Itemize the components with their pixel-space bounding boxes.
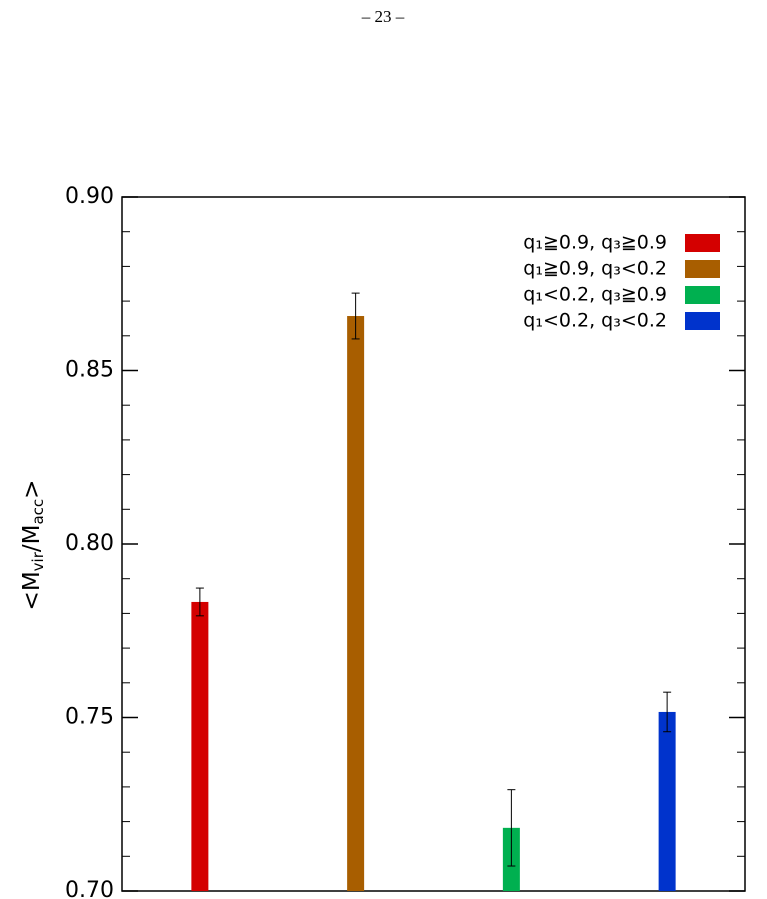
legend-label: q₁≧0.9, q₃<0.2 <box>523 258 667 280</box>
y-label-part: /M <box>19 525 45 553</box>
y-tick-label: 0.70 <box>65 878 114 899</box>
legend-swatch <box>685 260 720 278</box>
bar <box>658 711 676 891</box>
legend-label: q₁≧0.9, q₃≧0.9 <box>523 232 667 254</box>
legend-label: q₁<0.2, q₃<0.2 <box>523 310 667 332</box>
bar <box>347 316 365 891</box>
page-number: – 23 – <box>361 7 405 26</box>
legend-swatch <box>685 234 720 252</box>
y-label-sub: acc <box>29 499 47 525</box>
y-label-sub: vir <box>29 551 47 571</box>
legend-label: q₁<0.2, q₃≧0.9 <box>523 284 667 306</box>
y-tick-label: 0.85 <box>65 358 114 383</box>
y-label-part: <M <box>19 571 45 610</box>
bar <box>191 601 209 891</box>
y-label-part: > <box>19 480 45 499</box>
legend-swatch <box>685 312 720 330</box>
y-tick-label: 0.80 <box>65 531 114 556</box>
y-tick-label: 0.90 <box>65 184 114 209</box>
legend-swatch <box>685 286 720 304</box>
y-tick-label: 0.75 <box>65 705 114 730</box>
y-axis-label: <Mvir/Macc> <box>19 480 47 611</box>
